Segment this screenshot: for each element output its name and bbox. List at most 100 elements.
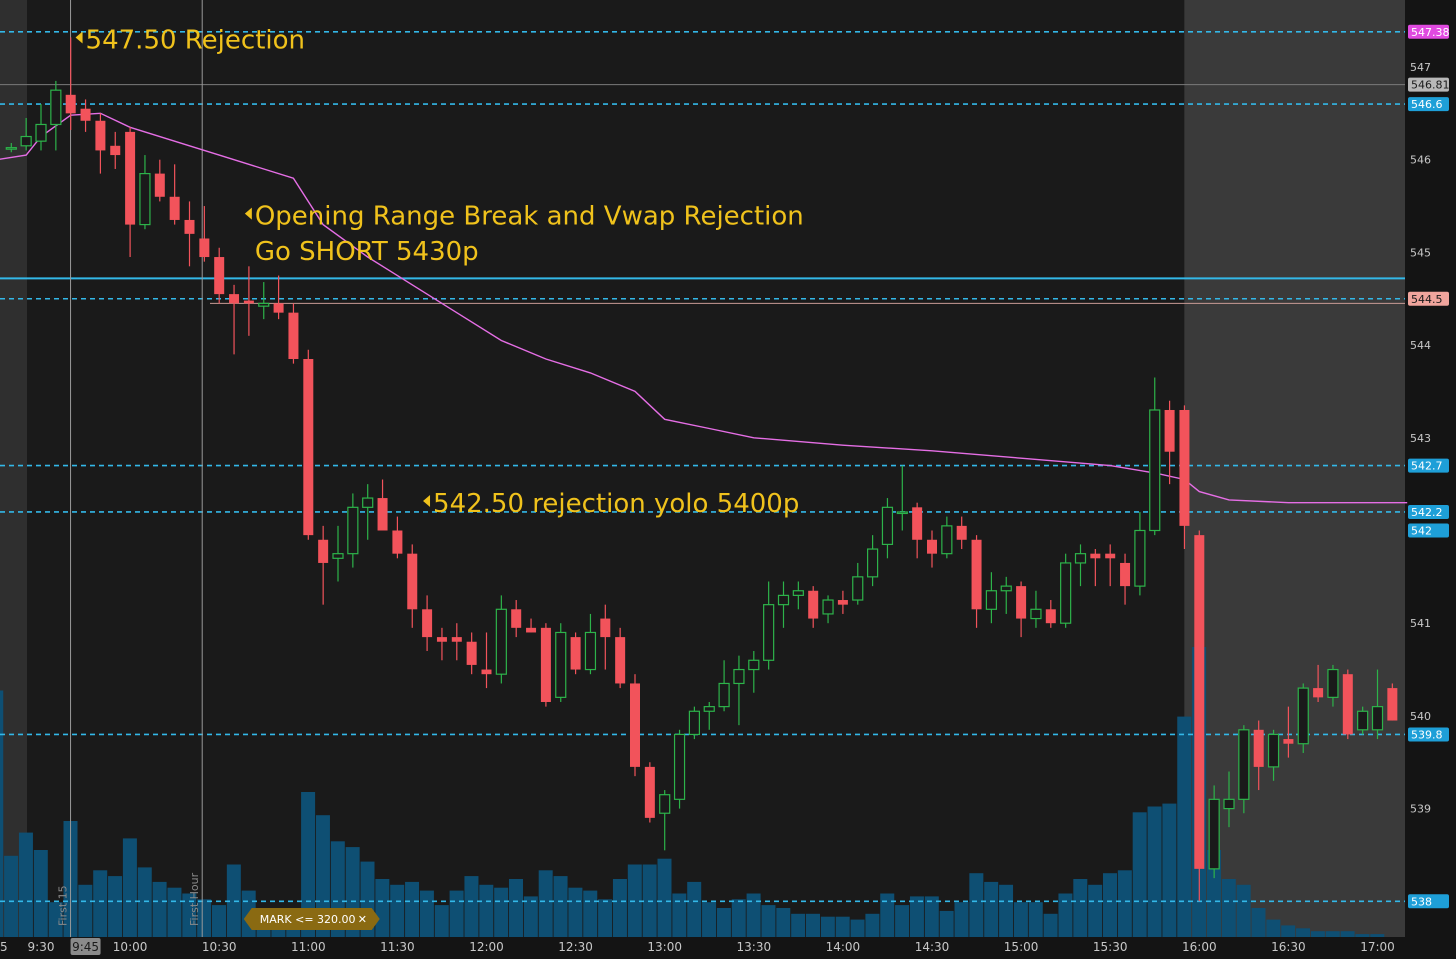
candle <box>318 525 329 605</box>
candle <box>896 465 908 531</box>
y-tick-label: 543 <box>1410 432 1431 445</box>
candle <box>912 502 923 559</box>
candle <box>1194 530 1205 902</box>
volume-bar <box>137 867 152 937</box>
candle <box>451 623 462 661</box>
candle-body <box>1045 609 1056 624</box>
candle <box>243 266 254 336</box>
candle <box>792 581 804 610</box>
volume-bar <box>108 876 123 937</box>
volume-bar <box>850 919 865 937</box>
x-tick-label: 10:00 <box>113 940 148 954</box>
candle-body <box>555 631 567 698</box>
candle <box>1134 511 1146 596</box>
candle-body <box>1030 608 1042 620</box>
candle-body <box>896 511 908 515</box>
candle-body <box>35 123 47 142</box>
volume-bar <box>33 850 48 937</box>
candle-body <box>941 525 953 555</box>
close-icon[interactable]: ✕ <box>358 913 367 926</box>
candle <box>1297 683 1309 753</box>
candle-body <box>822 599 834 615</box>
x-tick-label: 12:30 <box>558 940 593 954</box>
volume-bar <box>405 881 420 937</box>
annotation-pointer-icon <box>244 207 252 220</box>
volume-bar <box>984 881 999 937</box>
candle-body <box>1120 562 1131 587</box>
x-tick-edge: 5 <box>0 940 8 954</box>
volume-bar <box>1177 716 1192 937</box>
volume-bar <box>1281 925 1296 937</box>
volume-bar <box>909 896 924 937</box>
candles <box>5 37 1398 902</box>
volume-bar <box>315 815 330 937</box>
candle-body <box>1090 553 1101 559</box>
candle-body <box>422 609 433 638</box>
volume-bar <box>880 893 895 937</box>
candle-body <box>630 683 640 767</box>
y-tick-label: 541 <box>1410 617 1431 630</box>
candle-body <box>184 219 195 234</box>
candle <box>688 706 701 740</box>
candle-body <box>243 300 254 304</box>
candle-body <box>466 641 477 665</box>
volume-bar <box>791 913 806 937</box>
candle <box>584 613 597 675</box>
candle <box>1371 669 1384 740</box>
candle-body <box>971 539 982 610</box>
candle-body <box>1016 586 1027 619</box>
candle <box>154 159 165 202</box>
candle <box>1105 544 1116 587</box>
candle <box>852 562 864 605</box>
candle-body <box>1179 409 1190 526</box>
candle-body <box>852 576 864 601</box>
candle <box>110 131 121 169</box>
candle-body <box>927 539 937 554</box>
candle-body <box>377 498 388 531</box>
volume-bar <box>449 890 464 937</box>
candle <box>229 284 240 355</box>
candle-body <box>659 794 671 814</box>
x-tick-label: 12:00 <box>469 940 504 954</box>
volume-bar <box>657 858 672 937</box>
candle-body <box>1327 668 1339 698</box>
candle-body <box>303 359 314 536</box>
volume-bar <box>93 870 108 937</box>
volume-bar <box>479 884 494 937</box>
mark-alert[interactable]: MARK <= 320.00 ✕ <box>243 908 380 930</box>
volume-bar <box>1370 934 1385 937</box>
time-axis: 9:45 5 9:30 10:00 10:30 11:00 11:30 12:00 12:3… <box>0 938 1395 955</box>
volume-bar <box>954 902 969 937</box>
candle-body <box>169 196 180 220</box>
candle <box>125 127 136 258</box>
volume-bar <box>390 884 405 937</box>
candle <box>377 479 388 531</box>
price-badge: 542.7 <box>1408 458 1449 473</box>
volume-bar <box>1043 913 1058 937</box>
candle-body <box>733 668 745 685</box>
candle-body <box>1387 688 1398 721</box>
candle <box>615 627 626 689</box>
volume-bar <box>687 881 702 937</box>
candle-body <box>881 506 894 546</box>
candle-body <box>912 507 923 540</box>
x-tick-label: 15:30 <box>1093 940 1128 954</box>
volume-bar <box>434 905 449 937</box>
candle <box>436 627 447 661</box>
volume-bar <box>761 905 776 937</box>
candle-body <box>584 631 597 671</box>
candle <box>808 586 819 628</box>
volume-bar <box>1251 908 1266 937</box>
price-badge-background <box>1408 458 1449 473</box>
candle <box>600 604 611 670</box>
price-badge-label: 546.6 <box>1411 98 1443 111</box>
price-badge-label: 542.2 <box>1411 506 1443 519</box>
volume-bar <box>419 890 434 937</box>
price-badge-background <box>1408 97 1449 112</box>
candle <box>95 113 106 174</box>
candle <box>362 484 374 540</box>
volume-bar <box>523 896 538 937</box>
volume-bar <box>494 887 509 937</box>
candle <box>985 572 998 624</box>
